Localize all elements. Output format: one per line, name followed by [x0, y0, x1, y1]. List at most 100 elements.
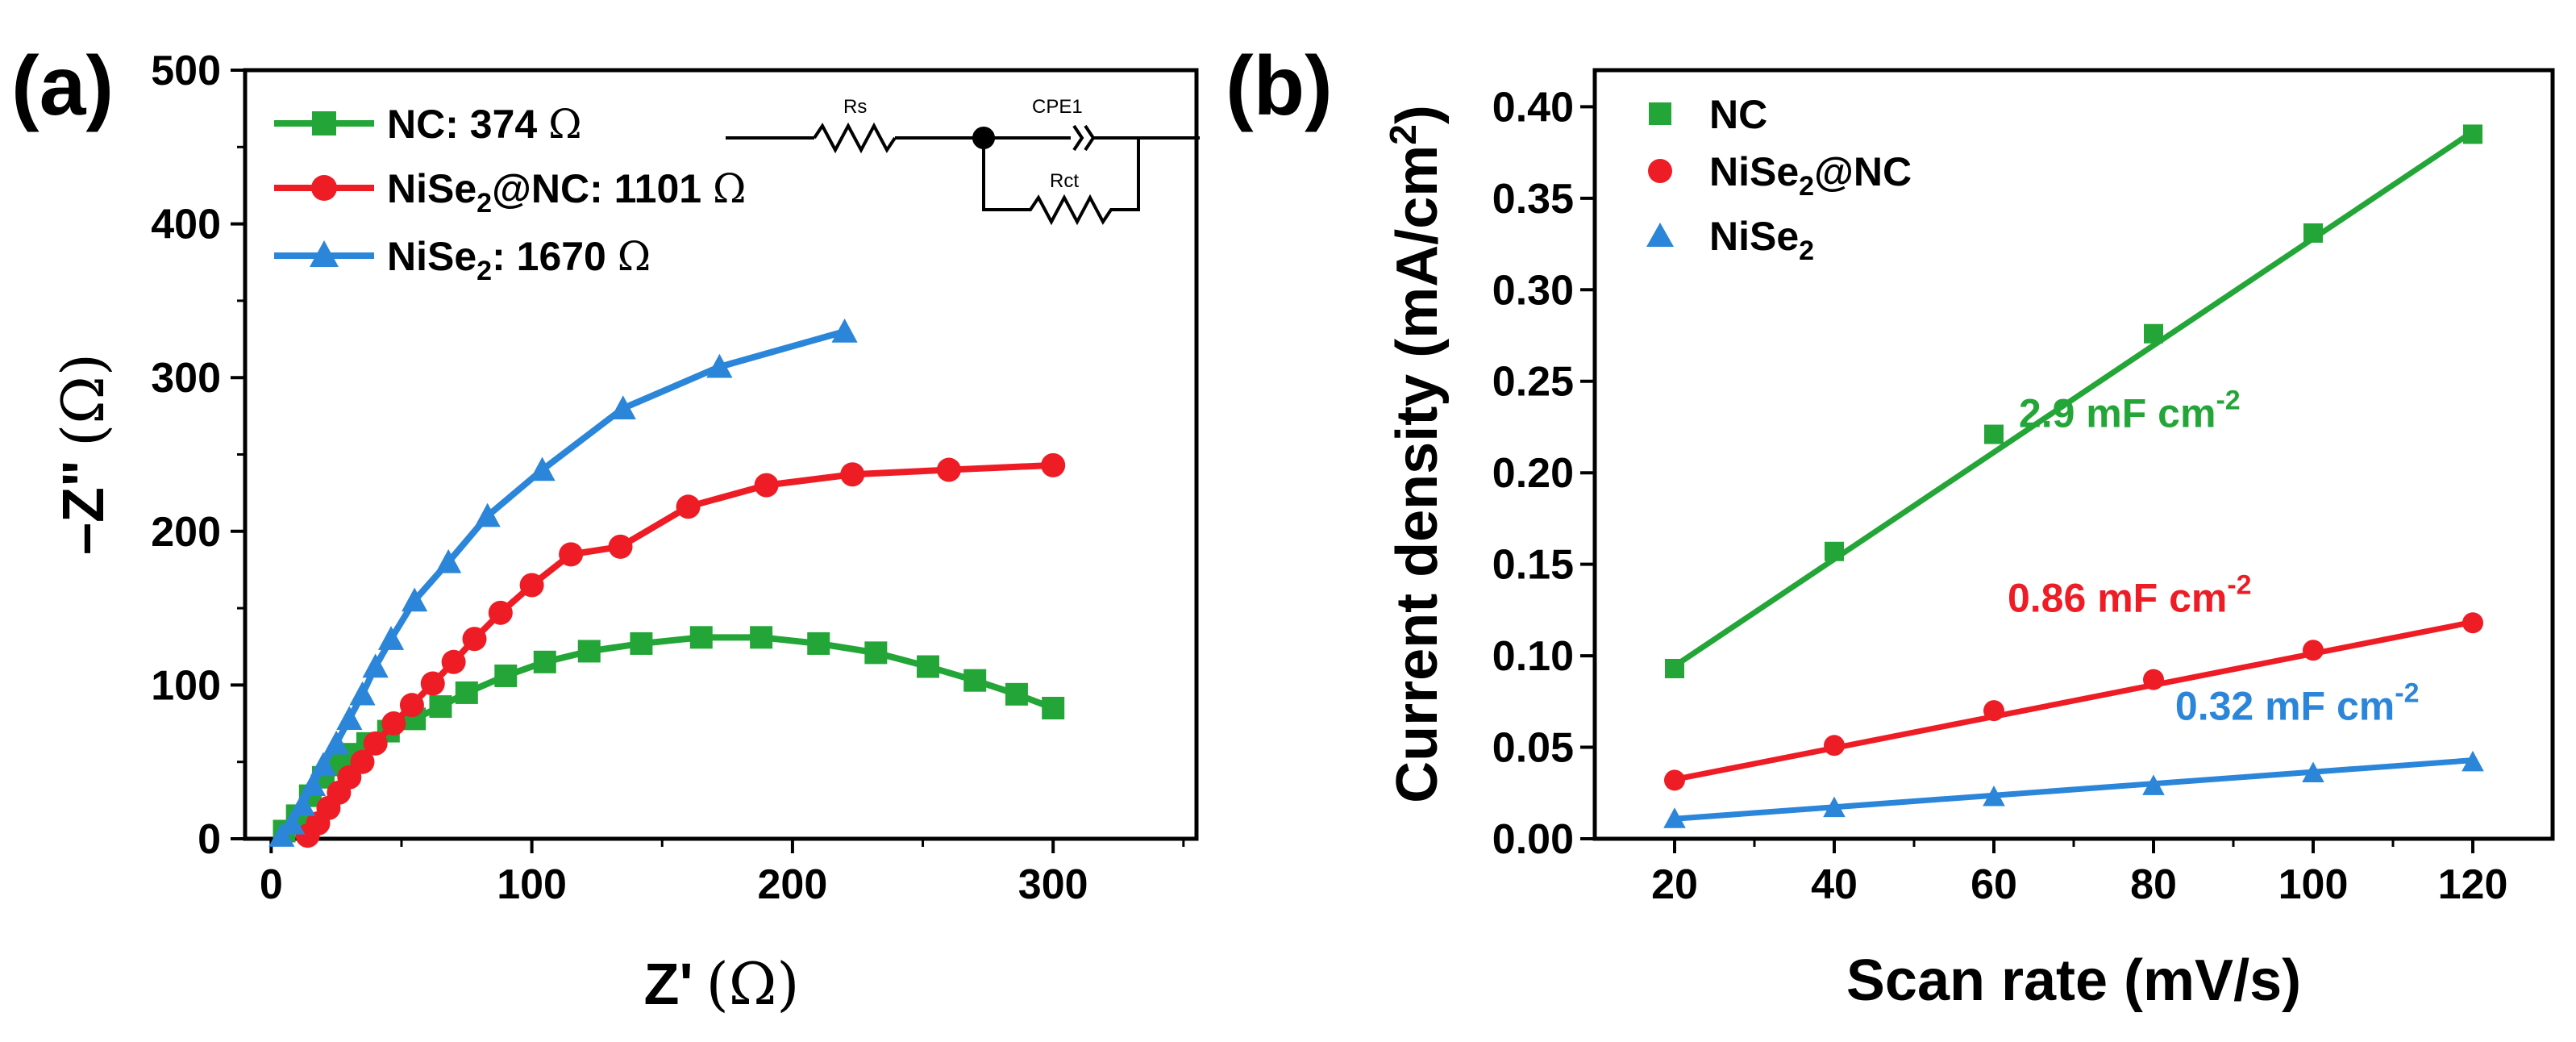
panel-b-y-tick-label: 0.30 — [1492, 267, 1574, 314]
panel-b-point-nise2nc — [1983, 700, 2004, 722]
panel-b-y-tick-label: 0.10 — [1492, 633, 1574, 680]
panel-b-label: (b) — [1226, 40, 1333, 133]
panel-a-point-nise2 — [610, 395, 636, 420]
panel-b-y-tick-label: 0.20 — [1492, 450, 1574, 497]
panel-a-series-layer — [268, 318, 1066, 848]
panel-a-x-tick-label: 0 — [260, 861, 283, 908]
legend-b-item-nise2nc: NiSe2@NC — [1648, 149, 1912, 202]
panel-b-annotation-nise2nc: 0.86 mF cm-2 — [2008, 570, 2252, 621]
panel-a-point-nise2nc — [462, 627, 487, 652]
panel-b: (b) 20 40 60 80 100 120 0.00 0.05 0.10 0.15 0.20 0.… — [1226, 40, 2555, 1013]
legend-label-nise2nc: NiSe2@NC: 1101 Ω — [387, 165, 746, 219]
panel-a-point-nise2nc — [399, 693, 424, 718]
legend-b-marker-nise2nc — [1648, 159, 1672, 183]
panel-a-point-nc — [1042, 696, 1065, 719]
panel-a-y-tick-label: 400 — [151, 202, 221, 248]
panel-b-point-nise2 — [2462, 750, 2484, 772]
panel-a-point-nise2 — [299, 772, 327, 796]
panel-b-x-tick-label: 100 — [2278, 861, 2349, 908]
legend-item-nise2nc: NiSe2@NC: 1101 Ω — [274, 165, 746, 219]
panel-a-point-nise2 — [362, 653, 389, 678]
panel-a-point-nise2nc — [559, 542, 584, 567]
circuit-label-cpe: CPE1 — [1032, 96, 1083, 118]
panel-a-point-nise2nc — [441, 649, 466, 674]
panel-a-label: (a) — [11, 40, 114, 133]
panel-a-plot-area: 0 100 200 300 0 100 200 300 400 500 — [151, 48, 1185, 908]
panel-a-point-nc — [963, 669, 987, 692]
circuit-cpe-element — [1072, 124, 1084, 152]
panel-a-point-nise2 — [289, 791, 316, 816]
panel-a-x-axis-title: Z' (Ω) — [644, 950, 800, 1018]
panel-a-point-nise2 — [402, 587, 428, 612]
panel-b-y-tick-label: 0.05 — [1492, 725, 1574, 772]
panel-a-point-nc — [917, 655, 940, 678]
panel-b-legend: NC NiSe2@NC NiSe2 — [1646, 92, 1912, 266]
panel-a-point-nc — [689, 626, 713, 649]
panel-b-fit-line-nc — [1673, 129, 2474, 669]
panel-a-x-tick-label: 300 — [1018, 861, 1088, 908]
panel-a-point-nise2nc — [381, 711, 406, 736]
legend-b-item-nc: NC — [1649, 92, 1767, 137]
panel-a-point-nc — [864, 641, 888, 665]
legend-b-label-nise2nc: NiSe2@NC — [1709, 149, 1912, 202]
panel-a-point-nise2 — [529, 456, 556, 481]
panel-b-y-tick-label: 0.35 — [1492, 176, 1574, 223]
panel-a-point-nc — [533, 650, 556, 673]
panel-b-series-layer: 2.9 mF cm-2 0.86 mF cm-2 0.32 mF cm-2 — [1663, 124, 2484, 828]
panel-a-point-nc — [1005, 682, 1028, 706]
panel-a-y-tick-label: 100 — [151, 662, 221, 709]
panel-a-point-nc — [750, 626, 773, 649]
panel-a-y-tick-label: 500 — [151, 48, 221, 94]
legend-b-marker-nc — [1649, 102, 1671, 125]
panel-a-legend: NC: 374 Ω NiSe2@NC: 1101 Ω NiSe2: 1670 Ω — [274, 101, 746, 286]
panel-a-axes-frame — [243, 68, 1199, 841]
circuit-label-rct: Rct — [1050, 170, 1079, 192]
panel-b-y-axis-title: Current density (mA/cm2) — [1382, 105, 1450, 803]
panel-b-annotation-nise2: 0.32 mF cm-2 — [2175, 678, 2420, 729]
legend-item-nise2: NiSe2: 1670 Ω — [274, 233, 651, 286]
legend-marker-nc — [312, 111, 336, 135]
panel-b-point-nise2nc — [1824, 735, 1845, 756]
panel-b-point-nc — [2144, 323, 2163, 344]
panel-b-x-axis-title: Scan rate (mV/s) — [1846, 948, 2301, 1013]
legend-label-nise2: NiSe2: 1670 Ω — [387, 233, 651, 286]
panel-b-point-nise2 — [1823, 796, 1846, 818]
panel-b-point-nise2nc — [2303, 640, 2324, 661]
panel-b-plot-area: 20 40 60 80 100 120 0.00 0.05 0.10 0.15 0.20 0.25 0.… — [1492, 84, 2508, 908]
circuit-label-rs: Rs — [843, 96, 867, 118]
panel-b-point-nc — [1665, 658, 1684, 678]
panel-b-x-tick-label: 60 — [1970, 861, 2017, 908]
panel-b-x-tick-label: 120 — [2438, 861, 2508, 908]
panel-a-point-nise2 — [336, 706, 363, 731]
panel-b-point-nise2nc — [2462, 612, 2483, 634]
panel-a-point-nc — [494, 664, 518, 687]
panel-a-point-nc — [429, 695, 452, 719]
panel-a-point-nise2nc — [350, 749, 375, 774]
panel-a-point-nise2nc — [608, 534, 633, 559]
panel-b-x-tick-label: 80 — [2130, 861, 2177, 908]
panel-a-x-tick-label: 200 — [758, 861, 828, 908]
legend-marker-nise2nc — [311, 175, 337, 201]
legend-b-label-nc: NC — [1709, 92, 1767, 137]
panel-b-point-nc — [2463, 124, 2482, 144]
panel-a-point-nc — [630, 631, 653, 655]
panel-b-y-tick-label: 0.25 — [1492, 359, 1574, 406]
panel-b-y-tick-label: 0.40 — [1492, 84, 1574, 131]
panel-b-y-tick-label: 0.15 — [1492, 542, 1574, 589]
panel-a-point-nc — [577, 640, 601, 663]
circuit-resistor-rs — [813, 122, 897, 154]
panel-a-point-nise2nc — [363, 731, 388, 756]
panel-a-point-nise2 — [474, 502, 501, 527]
panel-b-x-tick-label: 40 — [1811, 861, 1858, 908]
legend-item-nc: NC: 374 Ω — [274, 101, 582, 148]
panel-a-point-nise2 — [377, 626, 405, 650]
panel-a-point-nise2 — [706, 353, 733, 378]
panel-a-point-nise2 — [435, 548, 462, 573]
equivalent-circuit-inset: Rs CPE1 Rct — [726, 96, 1200, 226]
panel-a-point-nc — [807, 631, 830, 655]
circuit-parallel-branch — [982, 138, 1140, 226]
panel-a-point-nise2nc — [519, 573, 544, 598]
panel-a-point-nise2 — [268, 823, 295, 847]
panel-a-point-nc — [455, 681, 478, 704]
